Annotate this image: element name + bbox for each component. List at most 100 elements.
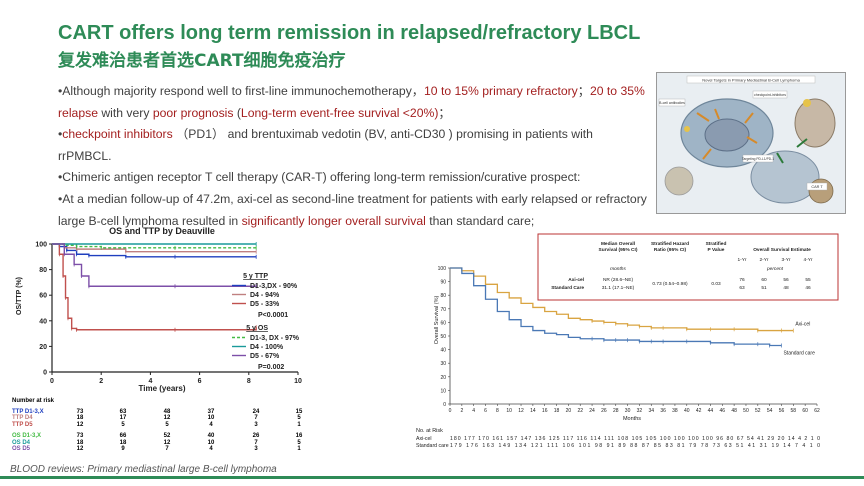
- risk-value: 9: [121, 446, 125, 452]
- risk-value: 26: [252, 433, 260, 439]
- os-x-tick-label: 36: [660, 408, 666, 414]
- illustration-label-cart: CAR T: [811, 185, 823, 189]
- os-x-tick-label: 32: [637, 408, 643, 414]
- os-y-tick-label: 10: [440, 388, 446, 394]
- legend-label-2: D5 - 33%: [250, 301, 280, 308]
- os-x-tick-label: 14: [530, 408, 536, 414]
- os-y-tick-label: 0: [443, 402, 446, 408]
- os-x-tick-label: 22: [577, 408, 583, 414]
- os-x-axis-label: Months: [623, 416, 641, 422]
- os-x-tick-label: 12: [518, 408, 524, 414]
- os-table-unit-months: months: [610, 266, 626, 272]
- risk-row: OS D1-3,X 73 66 52 40 26 16: [12, 433, 302, 440]
- os-y-tick-label: 90: [440, 280, 446, 286]
- os-table-year: 4-Yr: [803, 257, 812, 263]
- os-y-tick-label: 40: [440, 348, 446, 354]
- risk-row: TTP D4 18 17 12 10 7 5: [12, 415, 301, 422]
- risk-value: 73: [76, 433, 84, 439]
- os-x-tick-label: 44: [708, 408, 714, 414]
- os-x-tick-label: 10: [506, 408, 512, 414]
- bullet-1-highlight-prognosis: poor prognosis: [152, 105, 234, 120]
- os-x-tick-label: 42: [696, 408, 702, 414]
- illustration-label-pdl1: Targeting PD-L1/PD-1: [742, 157, 774, 161]
- risk-value: 18: [76, 439, 84, 446]
- illustration-label-antibodies: B-cell antibodies: [659, 101, 685, 105]
- y-tick-label: 40: [39, 318, 47, 325]
- bullet-1-paren: (: [233, 105, 241, 120]
- y-tick-label: 0: [43, 370, 47, 377]
- legend-ttp-header: 5 y TTP: [243, 273, 268, 280]
- os-x-tick-label: 24: [589, 408, 595, 414]
- risk-value: 18: [119, 439, 127, 446]
- y-axis-label: OS/TTP (%): [16, 277, 23, 315]
- risk-value: 10: [207, 415, 215, 421]
- risk-value: 17: [119, 415, 127, 421]
- os-table-p: 0.03: [711, 281, 721, 287]
- source-caption: BLOOD reviews: Primary mediastinal large…: [10, 464, 277, 475]
- os-series-label-0: Axi-cel: [795, 322, 810, 328]
- os-table-h1: Median Overall: [601, 241, 635, 247]
- risk-value: 52: [163, 433, 171, 439]
- os-table-year: 2-Yr: [759, 257, 768, 263]
- cell-diagram: Novel Targets in Primary Mediastinal B-C…: [657, 73, 845, 213]
- os-risk-label: Axi-cel: [416, 436, 432, 442]
- legend-label-3: D1-3, DX - 97%: [250, 335, 300, 342]
- risk-value: 48: [163, 408, 171, 415]
- risk-row-label: TTP D4: [12, 415, 33, 421]
- os-risk-header: No. at Risk: [416, 428, 443, 434]
- bullet-4-end: than standard care;: [425, 213, 535, 228]
- risk-value: 12: [163, 415, 171, 421]
- risk-value: 73: [76, 408, 84, 415]
- os-x-tick-label: 16: [542, 408, 548, 414]
- os-y-tick-label: 50: [440, 334, 446, 340]
- os-table-estimate: 51: [761, 285, 767, 291]
- risk-value: 7: [165, 446, 169, 452]
- os-series-line-0: [450, 267, 794, 332]
- novel-targets-illustration: Novel Targets in Primary Mediastinal B-C…: [656, 72, 846, 214]
- bullet-1-highlight-efs: Long-term event-free survival <20%): [240, 105, 439, 120]
- risk-value: 5: [297, 439, 301, 446]
- bullet-1-highlight-relapse: 20 to 35% relapse: [58, 84, 645, 120]
- risk-header: Number at risk: [12, 398, 55, 404]
- os-x-tick-label: 62: [814, 408, 820, 414]
- bullet-2-highlight: checkpoint inhibitors: [62, 127, 173, 142]
- os-table-year: 1-Yr: [737, 257, 746, 263]
- survival-curves: [52, 242, 257, 332]
- os-y-axis-label: Overall Survival (%): [434, 296, 440, 345]
- footer-divider: [0, 476, 864, 479]
- os-x-tick-label: 52: [755, 408, 761, 414]
- os-table-estimate: 56: [783, 277, 789, 283]
- os-x-tick-label: 50: [743, 408, 749, 414]
- risk-row-label: TTP D1-3,X: [12, 408, 44, 415]
- risk-value: 3: [254, 421, 258, 428]
- risk-value: 3: [254, 446, 258, 452]
- series-line-2: [52, 243, 257, 331]
- risk-value: 37: [207, 408, 215, 415]
- os-x-tick-label: 34: [648, 408, 654, 414]
- y-tick-label: 80: [39, 267, 47, 274]
- os-table-estimate: 63: [739, 285, 745, 291]
- risk-row: TTP D5 12 5 5 4 3 1: [12, 421, 301, 429]
- y-tick-label: 20: [39, 344, 47, 351]
- legend-label-4: D4 - 100%: [250, 344, 284, 351]
- risk-value: 1: [297, 446, 301, 452]
- legend-os-header: 5 y OS: [246, 325, 268, 332]
- risk-value: 4: [209, 421, 213, 428]
- os-x-tick-label: 6: [484, 408, 487, 414]
- risk-value: 40: [207, 433, 215, 439]
- risk-value: 12: [76, 446, 84, 452]
- os-x-tick-label: 8: [496, 408, 499, 414]
- os-table-median: 31.1 (17.1–NE): [602, 285, 635, 291]
- risk-value: 15: [295, 408, 303, 415]
- slide-subtitle: 复发难治患者首选CART细胞免疫治疗: [58, 51, 346, 71]
- legend-p-os: P=0.002: [258, 364, 284, 371]
- risk-value: 18: [76, 415, 84, 421]
- risk-row-label: TTP D5: [12, 421, 33, 428]
- bullet-1: •Although majority respond well to first…: [58, 81, 648, 124]
- number-at-risk-table: Number at risk TTP D1-3,X 73 63 48 37 24 15 TTP …: [12, 398, 302, 453]
- bullet-2-dot: •: [58, 127, 63, 142]
- legend-label-5: D5 - 67%: [250, 353, 280, 360]
- risk-row-label: OS D4: [12, 439, 31, 446]
- os-ttp-deauville-chart: OS and TTP by Deauville Time (years) OS/…: [16, 226, 302, 393]
